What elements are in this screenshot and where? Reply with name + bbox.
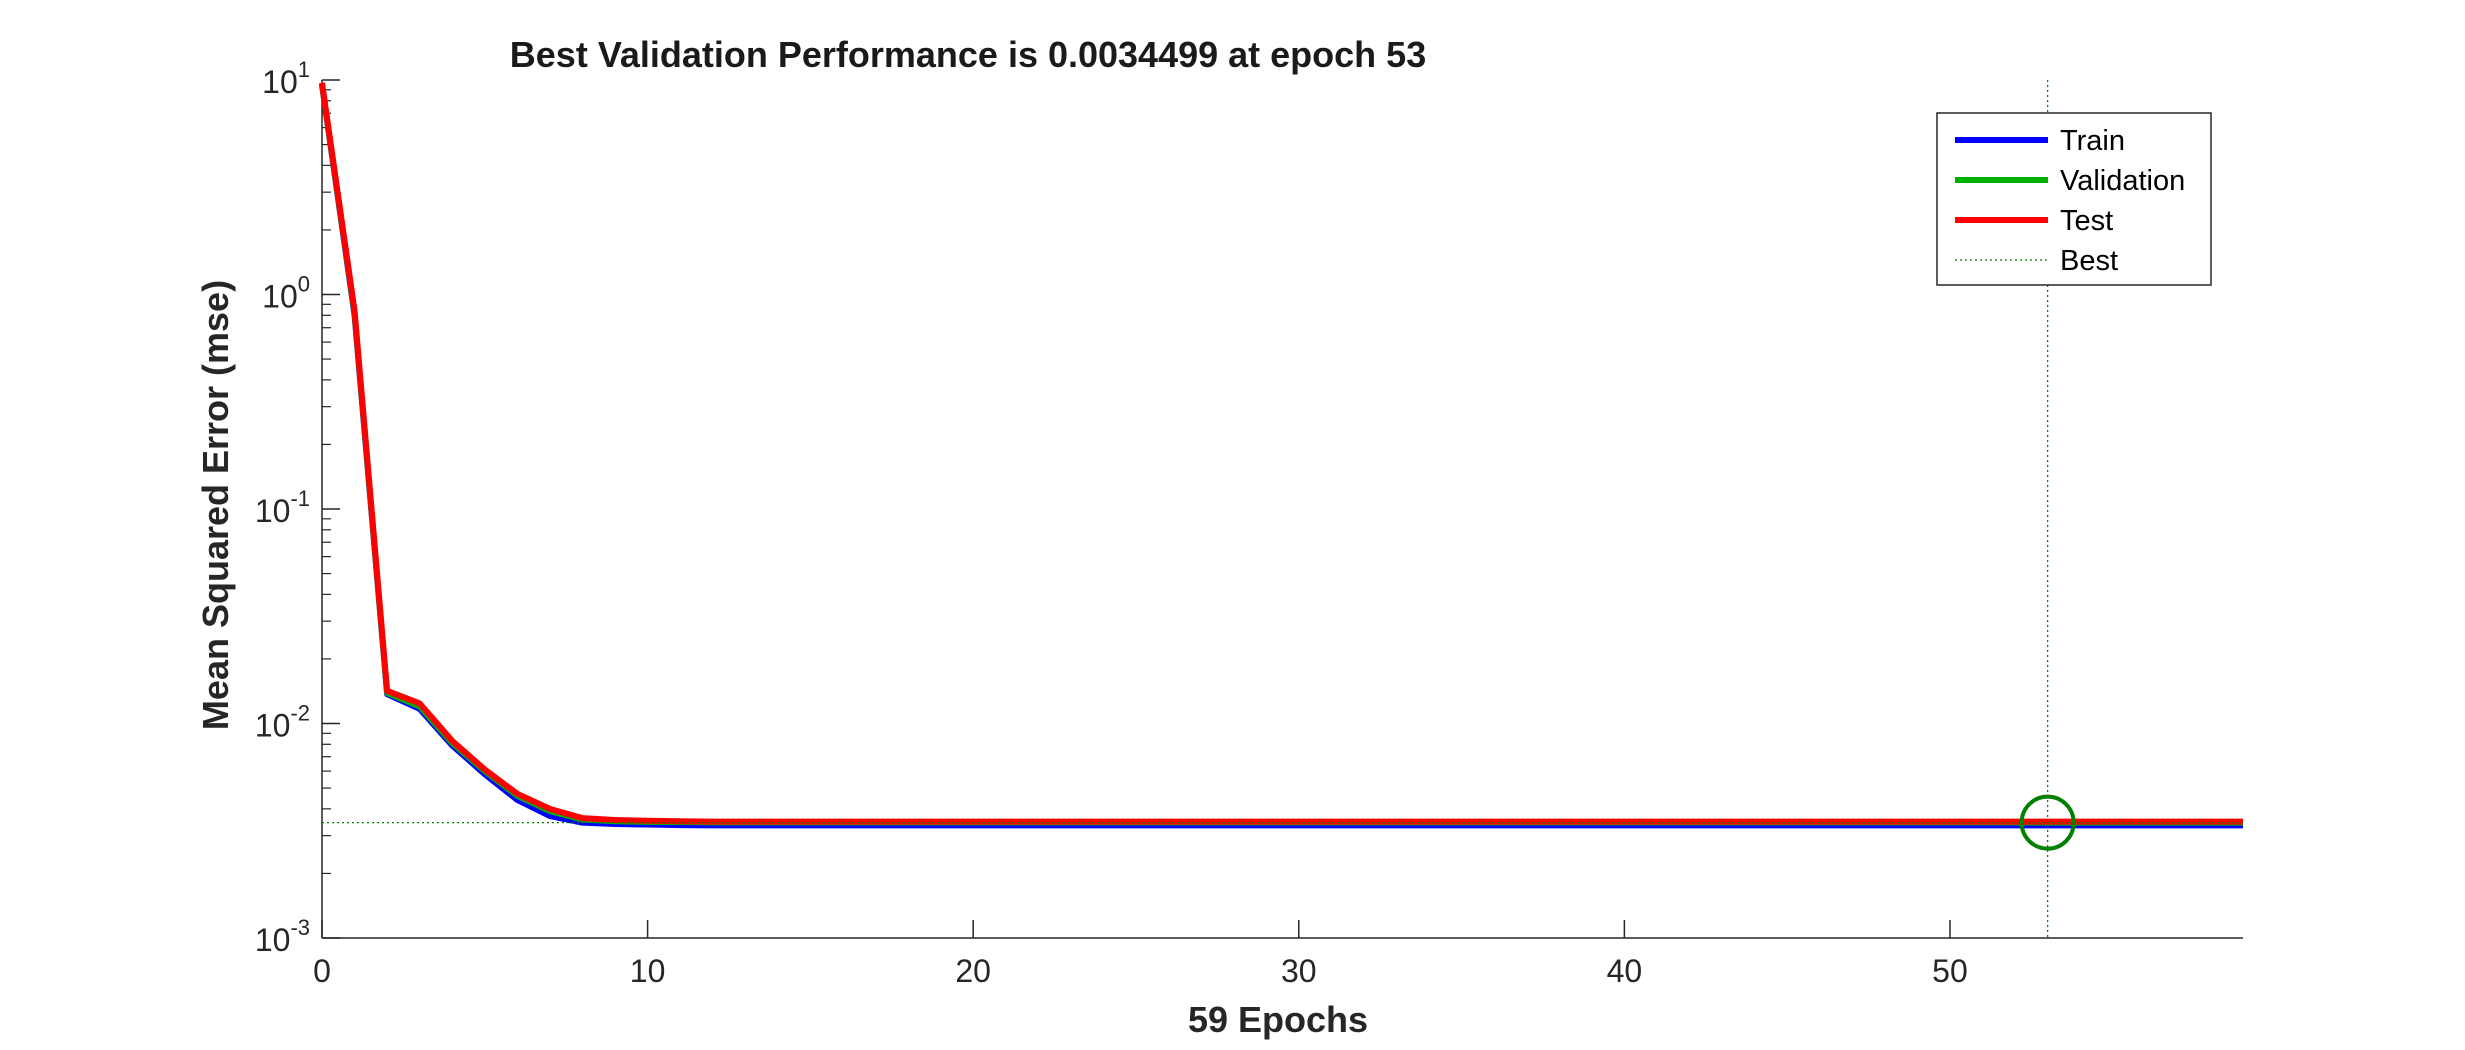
series-line-test <box>319 82 2243 825</box>
best-point-marker <box>2019 794 2076 851</box>
legend-label-test: Test <box>2060 205 2113 237</box>
x-tick-labels: 0 10 20 30 40 50 <box>313 953 1968 989</box>
x-tick-label: 50 <box>1932 953 1968 989</box>
legend-label-train: Train <box>2060 125 2125 157</box>
x-axis-label: 59 Epochs <box>1188 999 1368 1040</box>
x-tick-label: 20 <box>955 953 991 989</box>
x-tick-label: 0 <box>313 953 331 989</box>
chart-title: Best Validation Performance is 0.0034499… <box>510 34 1426 75</box>
x-tick-label: 30 <box>1281 953 1317 989</box>
legend-label-validation: Validation <box>2060 165 2185 197</box>
best-markers <box>322 80 2243 938</box>
y-tick-labels: 10-3 10-2 10-1 100 101 <box>255 57 310 958</box>
x-tick-label: 40 <box>1607 953 1643 989</box>
y-tick-label: 10-2 <box>255 701 310 744</box>
legend: Train Validation Test Best <box>1936 112 2212 286</box>
y-tick-label: 100 <box>262 272 310 315</box>
x-tick-label: 10 <box>630 953 666 989</box>
plot-axes <box>321 79 2243 939</box>
y-tick-label: 10-1 <box>255 486 310 529</box>
y-tick-label: 10-3 <box>255 915 310 958</box>
legend-label-best: Best <box>2060 245 2118 277</box>
y-tick-label: 101 <box>262 57 310 100</box>
y-axis-label: Mean Squared Error (mse) <box>195 280 236 730</box>
